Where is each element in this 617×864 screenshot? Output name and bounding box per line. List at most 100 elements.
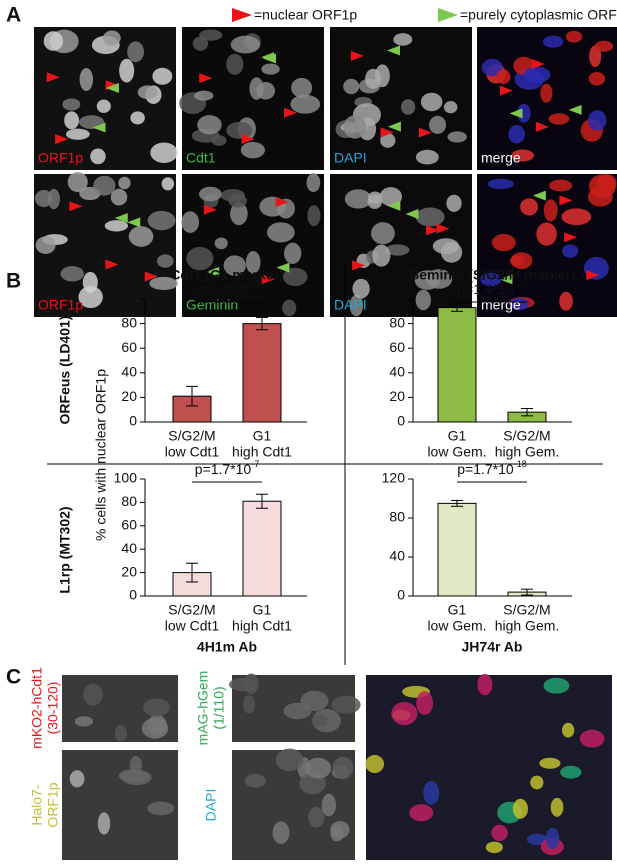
cell <box>78 285 103 309</box>
cell <box>104 220 129 232</box>
cell <box>481 58 503 77</box>
cell <box>447 131 467 143</box>
p-value: p=1.7*10-7 <box>195 459 259 476</box>
arrowhead <box>350 50 364 61</box>
image-label: merge <box>481 297 521 313</box>
cell <box>561 208 592 226</box>
cell <box>147 210 176 231</box>
cell <box>226 53 244 75</box>
image-label: (1/110) <box>211 686 227 729</box>
arrowhead <box>46 72 60 83</box>
cell <box>211 135 227 146</box>
cell <box>540 83 553 103</box>
p-value-text: p=4.3*10 <box>192 281 249 297</box>
cell <box>194 90 214 101</box>
cell <box>429 115 447 134</box>
y-tick-label: 20 <box>121 563 137 579</box>
y-axis-label: % cells with nuclear ORF1p <box>93 369 109 541</box>
cell <box>523 66 551 83</box>
arrowhead <box>199 73 213 84</box>
cell <box>509 297 530 311</box>
arrowhead <box>241 134 255 145</box>
arrowhead <box>276 262 290 273</box>
cell <box>560 765 582 779</box>
cell <box>96 99 111 113</box>
cell <box>223 255 246 276</box>
cell <box>82 271 98 293</box>
image-label: ORF1p <box>45 782 61 827</box>
cell <box>226 121 253 139</box>
cell <box>93 175 116 196</box>
cell <box>321 793 337 817</box>
cell <box>588 72 606 86</box>
cell <box>561 722 575 738</box>
cell <box>311 714 328 727</box>
panel-label: C <box>6 666 21 689</box>
cell <box>282 299 297 317</box>
y-tick-label: 120 <box>382 470 406 486</box>
y-tick-label: 60 <box>121 339 137 355</box>
x-tick-label: S/G2/M <box>168 428 215 444</box>
cell <box>60 265 84 282</box>
arrowhead <box>263 53 277 64</box>
cell <box>275 748 304 772</box>
arrowhead <box>532 190 546 201</box>
row-label: ORFeus (LD401) <box>57 316 73 425</box>
cell <box>508 124 525 144</box>
panel-label: A <box>6 4 21 27</box>
image-label: mKO2-hCdt1 <box>29 667 45 749</box>
cell <box>143 698 170 717</box>
cell <box>242 695 256 714</box>
x-tick-label: high Cdt1 <box>232 444 292 460</box>
image-label: Cdt1 <box>186 150 216 166</box>
cell <box>245 250 261 274</box>
x-tick-label: G1 <box>253 428 272 444</box>
cell <box>530 775 544 790</box>
p-value-exponent: -18 <box>514 459 527 469</box>
cell <box>305 757 332 779</box>
cell <box>62 98 81 111</box>
micrograph <box>330 27 472 170</box>
cell <box>415 207 445 227</box>
cell <box>491 233 516 252</box>
p-value-text: p=1.7*10 <box>195 461 252 477</box>
y-tick-label: 20 <box>121 388 137 404</box>
cell <box>414 270 440 290</box>
cell <box>79 67 94 91</box>
p-value-text: p=1.7*10 <box>457 461 514 477</box>
cell <box>562 244 579 258</box>
image-label: merge <box>481 150 521 166</box>
x-tick-label: high Gem. <box>495 618 560 634</box>
x-tick-label: low Cdt1 <box>165 618 220 634</box>
y-tick-label: 0 <box>397 587 405 603</box>
cell <box>150 142 178 163</box>
cell <box>352 278 370 299</box>
cell <box>588 110 607 131</box>
cell <box>283 702 312 720</box>
arrowhead <box>436 223 450 234</box>
panel-c-labels: mKO2-hCdt1 (30-120) Halo7- ORF1p mAG-hGe… <box>29 667 227 828</box>
cell <box>375 64 390 88</box>
arrowhead <box>144 271 158 282</box>
cell <box>157 254 174 268</box>
cell <box>511 149 535 162</box>
cell <box>137 85 158 100</box>
cell <box>517 103 531 123</box>
arrowhead <box>261 274 275 285</box>
cell <box>365 755 385 774</box>
bar <box>437 502 477 597</box>
cell <box>594 40 614 52</box>
cell <box>371 222 395 245</box>
x-axis-label: 4H1m Ab <box>197 639 257 655</box>
cell <box>543 677 570 694</box>
arrowhead <box>509 108 523 119</box>
cell <box>549 179 573 192</box>
cell <box>130 111 145 125</box>
image-label: mAG-hGem <box>195 671 211 746</box>
p-value: p=1.7*10-18 <box>457 459 526 476</box>
cell <box>199 186 222 202</box>
arrowhead <box>535 121 549 132</box>
arrowhead <box>114 212 128 223</box>
y-tick-label: 100 <box>114 290 138 306</box>
